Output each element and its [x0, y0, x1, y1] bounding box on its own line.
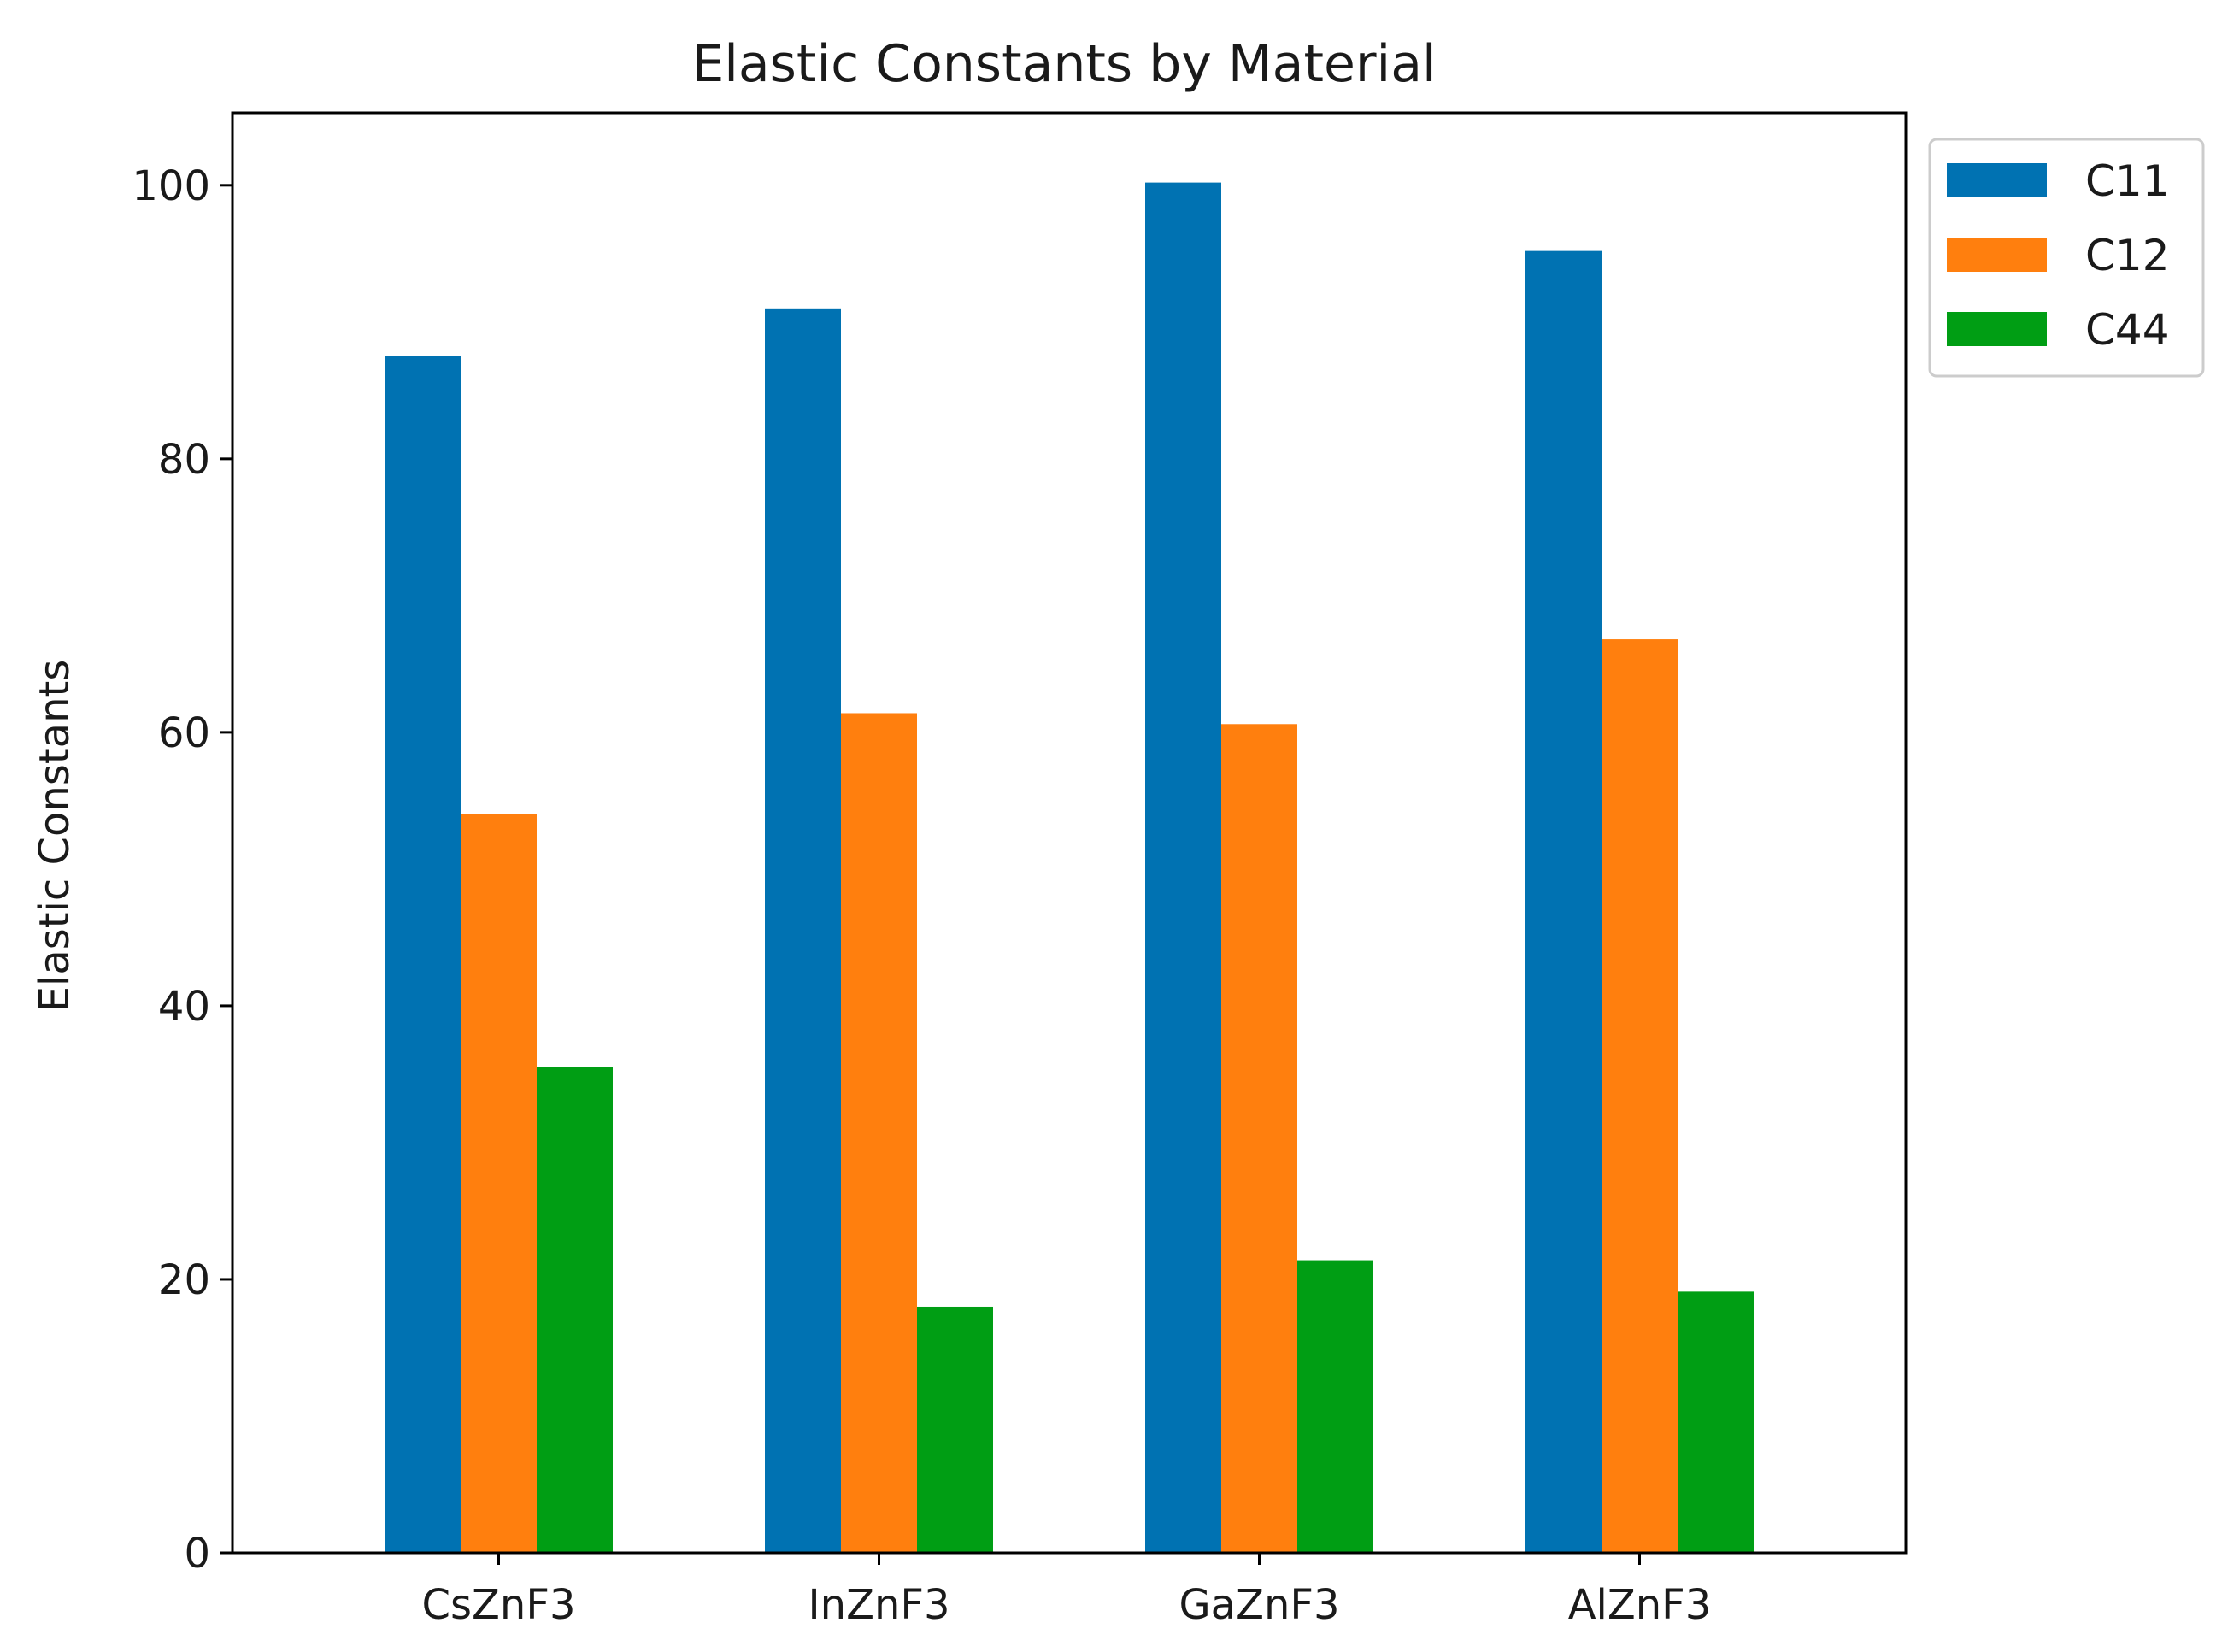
legend-label-c11: C11	[2085, 156, 2170, 206]
x-tick-label: CsZnF3	[422, 1581, 576, 1629]
y-tick-label: 100	[132, 162, 210, 210]
bar-c11-gaznf3	[1145, 182, 1221, 1554]
legend-swatch-c44	[1947, 312, 2047, 346]
bar-c44-csznf3	[537, 1067, 613, 1553]
bar-c11-csznf3	[385, 356, 461, 1554]
y-tick-label: 40	[158, 983, 210, 1031]
x-tick-label: InZnF3	[808, 1581, 949, 1629]
bar-c11-alznf3	[1525, 250, 1602, 1553]
y-tick-label: 60	[158, 709, 210, 757]
bar-c44-alznf3	[1678, 1291, 1754, 1553]
legend-swatch-c12	[1947, 238, 2047, 272]
x-axis: CsZnF3 InZnF3 GaZnF3 AlZnF3	[422, 1553, 1712, 1629]
y-tick-label: 20	[158, 1256, 210, 1304]
y-tick-label: 0	[184, 1530, 210, 1578]
legend-swatch-c11	[1947, 163, 2047, 197]
bar-c12-alznf3	[1602, 639, 1678, 1553]
bars-group	[385, 182, 1754, 1554]
bar-c11-inznf3	[765, 308, 841, 1554]
x-tick-label: GaZnF3	[1179, 1581, 1339, 1629]
plot-frame	[231, 111, 1908, 1555]
legend-label-c12: C12	[2085, 231, 2170, 280]
legend: C11 C12 C44	[1928, 138, 2205, 378]
y-axis-label: Elastic Constants	[31, 660, 79, 1013]
legend-entries: C11 C12 C44	[1947, 156, 2170, 355]
x-tick-label: AlZnF3	[1568, 1581, 1712, 1629]
bar-c12-csznf3	[461, 814, 537, 1553]
y-axis: 0 20 40 60 80 100	[132, 162, 232, 1578]
bar-c12-inznf3	[841, 713, 917, 1553]
bar-c44-inznf3	[917, 1306, 993, 1553]
y-tick-label: 80	[158, 436, 210, 484]
legend-label-c44: C44	[2085, 305, 2170, 355]
chart-title: Elastic Constants by Material	[691, 34, 1436, 94]
bar-c44-gaznf3	[1297, 1260, 1373, 1553]
bar-c12-gaznf3	[1221, 724, 1297, 1553]
